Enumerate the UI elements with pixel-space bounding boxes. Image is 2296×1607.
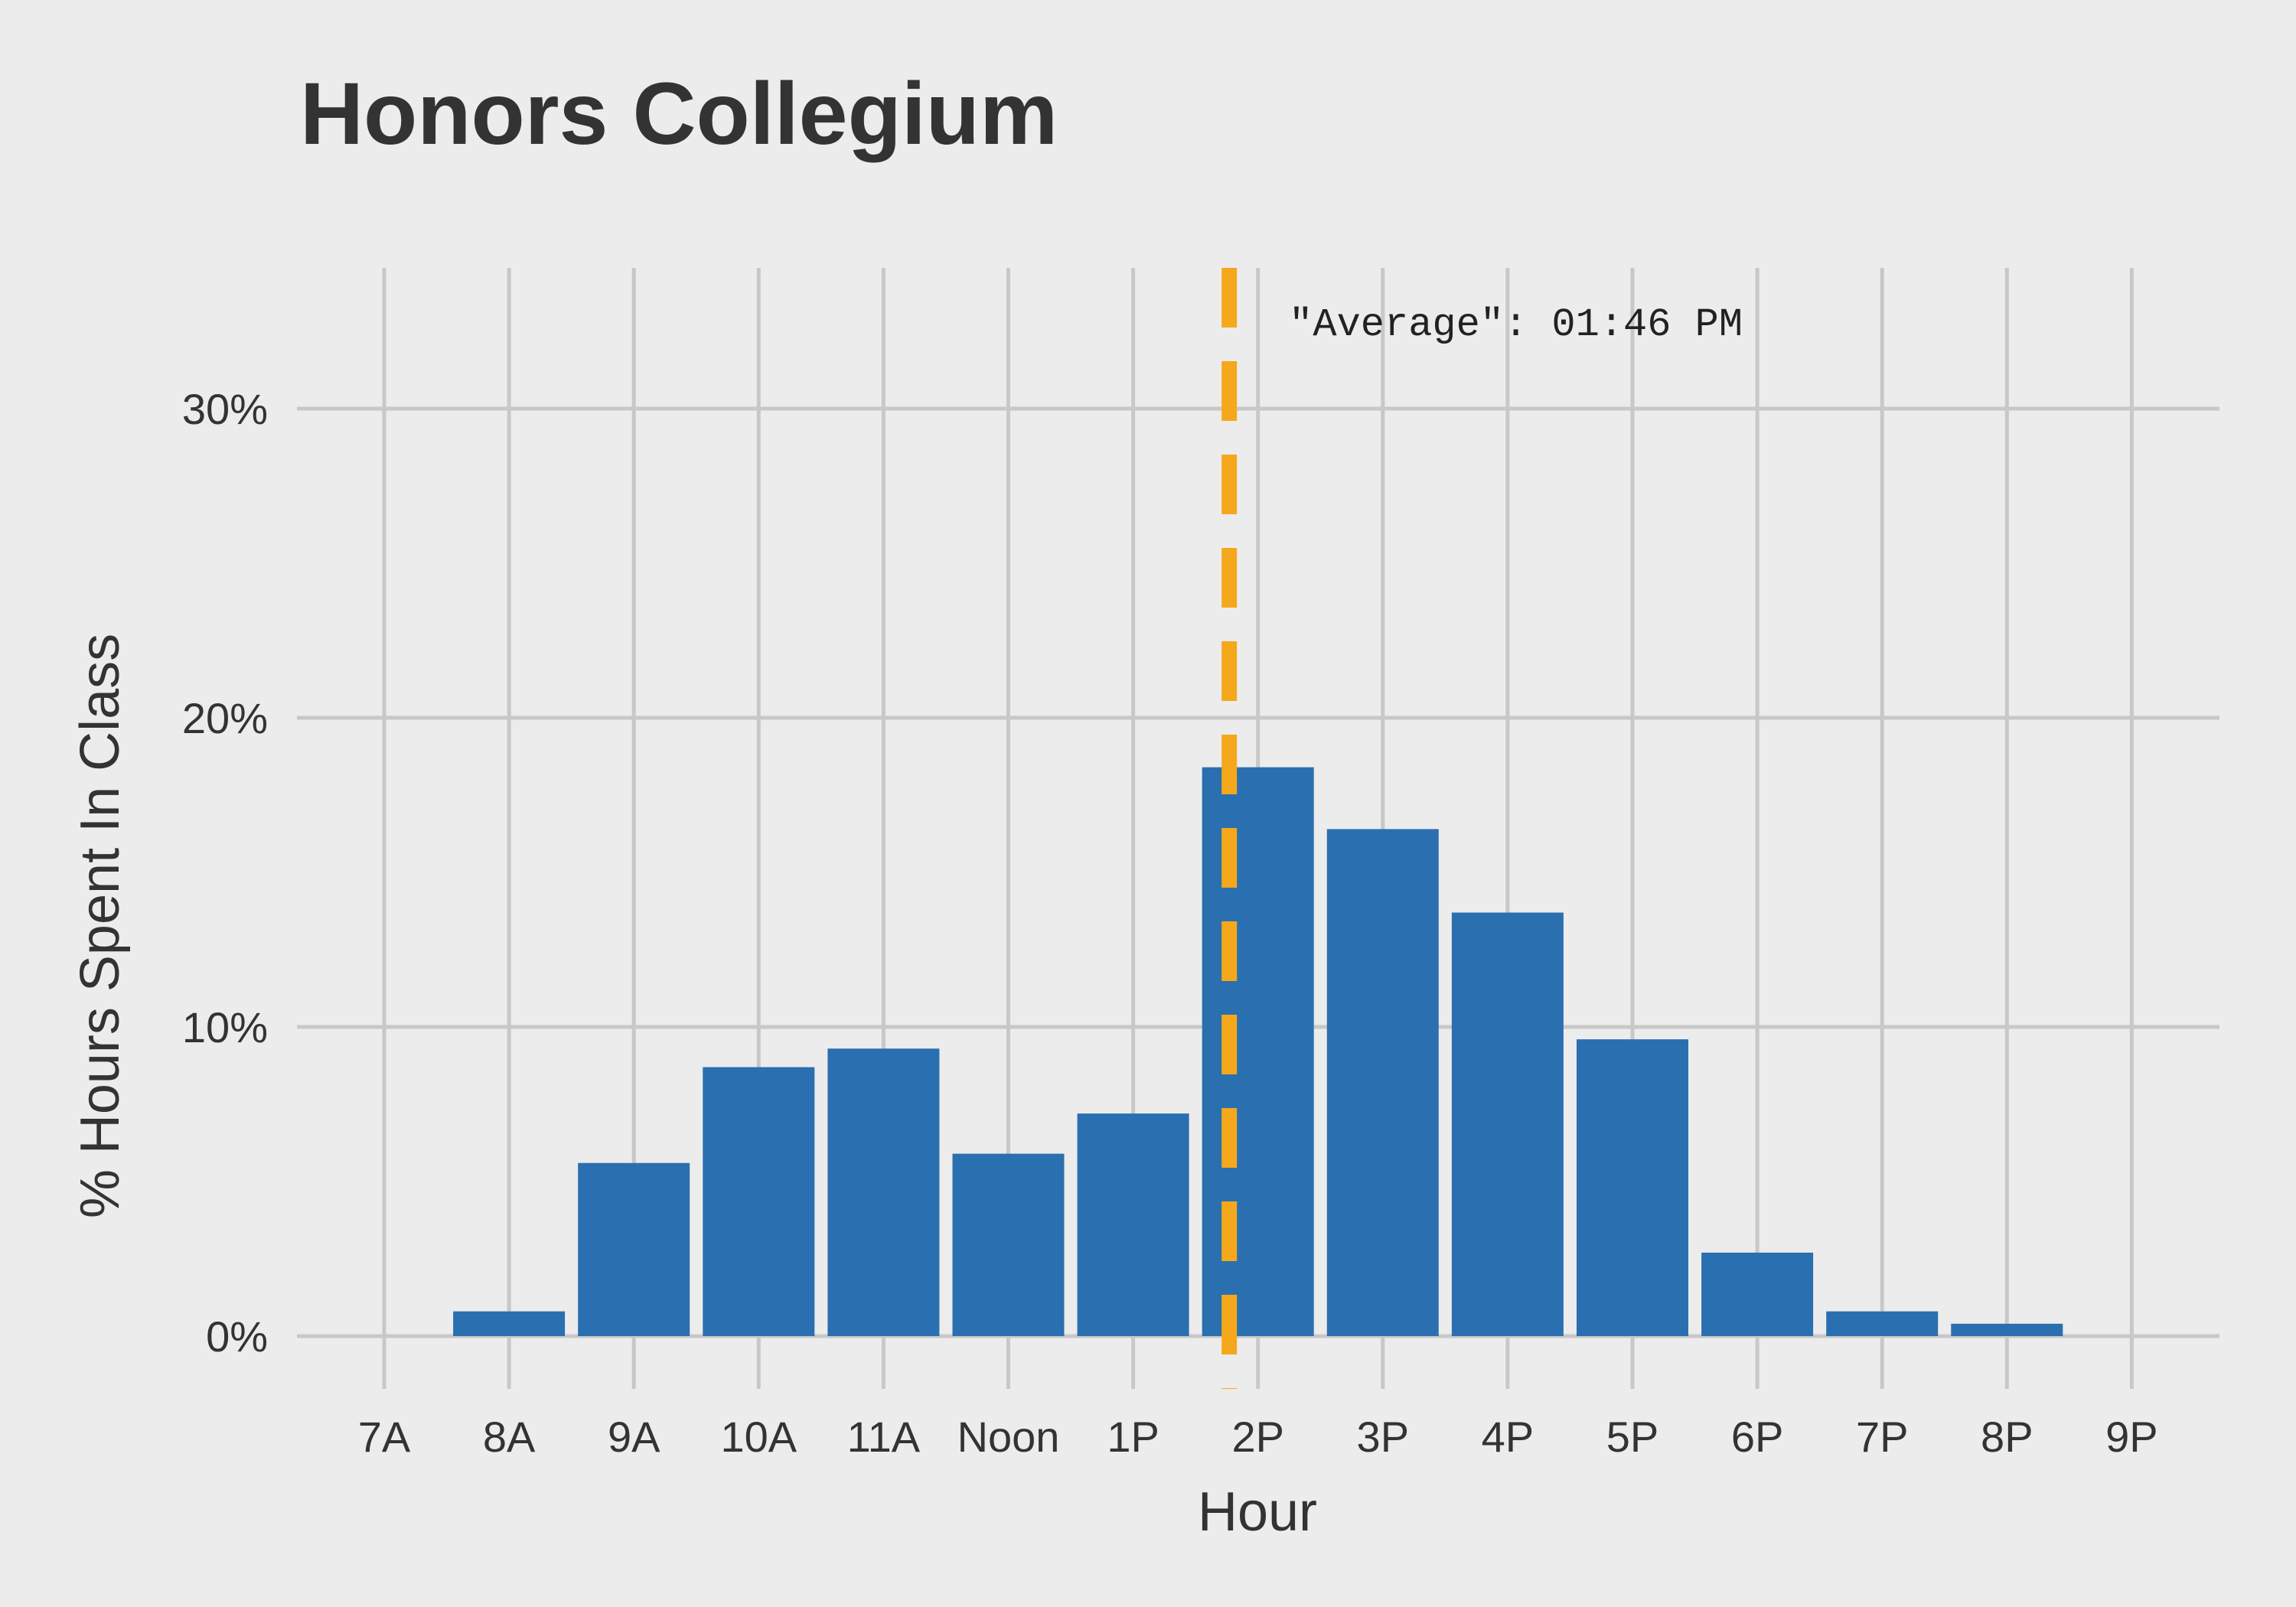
x-tick-label: 8A xyxy=(483,1413,536,1461)
bar-7p xyxy=(1826,1311,1939,1336)
bar-2p xyxy=(1202,767,1314,1336)
bar-series xyxy=(453,767,2063,1336)
bar-5p xyxy=(1577,1039,1688,1336)
bar-noon xyxy=(952,1153,1065,1336)
x-tick-label: 2P xyxy=(1231,1413,1284,1461)
average-reference: "Average": 01:46 PM xyxy=(1221,268,1743,1389)
y-tick-label: 30% xyxy=(182,385,268,433)
average-annotation: "Average": 01:46 PM xyxy=(1289,302,1743,347)
x-tick-label: 8P xyxy=(1981,1413,2033,1461)
bar-8p xyxy=(1951,1323,2063,1336)
bar-6p xyxy=(1701,1252,1814,1336)
x-tick-label: Noon xyxy=(957,1413,1060,1461)
x-tick-label: 4P xyxy=(1482,1413,1534,1461)
bar-1p xyxy=(1077,1113,1189,1336)
x-tick-label: 11A xyxy=(847,1413,921,1461)
y-tick-label: 10% xyxy=(182,1003,268,1051)
chart-title: Honors Collegium xyxy=(300,65,1058,163)
y-axis-label: % Hours Spent In Class xyxy=(70,634,131,1218)
bar-9a xyxy=(578,1162,690,1336)
x-tick-label: 5P xyxy=(1606,1413,1659,1461)
bar-8a xyxy=(453,1311,566,1336)
y-tick-label: 0% xyxy=(206,1312,268,1361)
bar-3p xyxy=(1326,829,1439,1336)
x-tick-label: 1P xyxy=(1107,1413,1159,1461)
x-axis-label: Hour xyxy=(1198,1482,1317,1543)
bar-11a xyxy=(827,1048,940,1336)
x-axis-ticks: 7A 8A 9A 10A 11A Noon 1P 2P 3P 4P 5P 6P 7P 8P 9P xyxy=(358,1413,2158,1461)
y-axis-ticks: 0% 10% 20% 30% xyxy=(182,385,268,1361)
x-tick-label: 7P xyxy=(1856,1413,1909,1461)
bar-10a xyxy=(703,1067,815,1336)
x-tick-label: 7A xyxy=(358,1413,411,1461)
x-tick-label: 6P xyxy=(1731,1413,1784,1461)
y-tick-label: 20% xyxy=(182,694,268,742)
x-tick-label: 9P xyxy=(2105,1413,2158,1461)
x-tick-label: 3P xyxy=(1357,1413,1410,1461)
x-tick-label: 10A xyxy=(720,1413,797,1461)
bar-4p xyxy=(1451,912,1564,1336)
x-tick-label: 9A xyxy=(608,1413,660,1461)
